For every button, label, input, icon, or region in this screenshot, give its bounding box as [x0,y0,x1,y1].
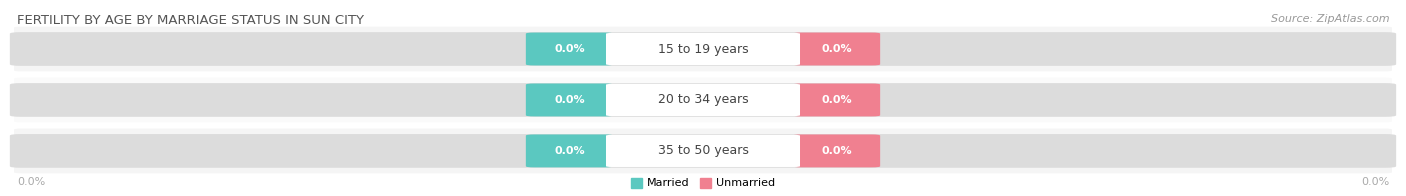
Text: 0.0%: 0.0% [554,95,585,105]
FancyBboxPatch shape [606,135,800,167]
FancyBboxPatch shape [793,134,880,167]
Text: 15 to 19 years: 15 to 19 years [658,43,748,55]
Text: 0.0%: 0.0% [17,177,45,187]
Text: 0.0%: 0.0% [821,146,852,156]
Text: Source: ZipAtlas.com: Source: ZipAtlas.com [1271,14,1389,24]
FancyBboxPatch shape [14,129,1392,173]
FancyBboxPatch shape [10,134,1396,168]
Text: 35 to 50 years: 35 to 50 years [658,144,748,157]
Text: 0.0%: 0.0% [554,44,585,54]
FancyBboxPatch shape [606,84,800,116]
Text: 20 to 34 years: 20 to 34 years [658,93,748,106]
Text: FERTILITY BY AGE BY MARRIAGE STATUS IN SUN CITY: FERTILITY BY AGE BY MARRIAGE STATUS IN S… [17,14,364,27]
FancyBboxPatch shape [10,83,1396,117]
Text: 0.0%: 0.0% [554,146,585,156]
Text: 0.0%: 0.0% [821,44,852,54]
FancyBboxPatch shape [526,134,613,167]
FancyBboxPatch shape [526,33,613,65]
FancyBboxPatch shape [793,83,880,116]
FancyBboxPatch shape [793,33,880,65]
FancyBboxPatch shape [14,27,1392,71]
Text: 0.0%: 0.0% [821,95,852,105]
Legend: Married, Unmarried: Married, Unmarried [631,178,775,189]
FancyBboxPatch shape [526,83,613,116]
FancyBboxPatch shape [14,78,1392,122]
FancyBboxPatch shape [606,33,800,65]
Text: 0.0%: 0.0% [1361,177,1389,187]
FancyBboxPatch shape [10,32,1396,66]
